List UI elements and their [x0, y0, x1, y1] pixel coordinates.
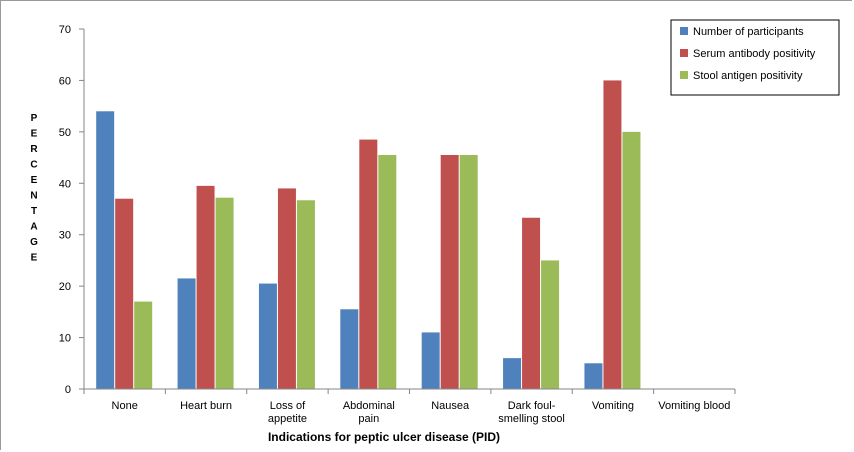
y-tick-label: 60 — [59, 75, 71, 87]
y-tick-label: 50 — [59, 127, 71, 139]
bar — [378, 155, 397, 389]
x-tick-label: Vomiting blood — [658, 400, 730, 412]
x-tick-label: Abdominal pain — [343, 400, 395, 425]
x-tick-label: Heart burn — [180, 400, 232, 412]
bars — [96, 80, 641, 390]
y-tick-label: 70 — [59, 24, 71, 36]
y-title-letter: N — [30, 191, 37, 202]
y-title-letter: G — [30, 237, 38, 248]
legend-swatch — [680, 27, 688, 35]
bar — [522, 217, 541, 389]
y-title-letter: C — [30, 160, 37, 171]
y-title-letter: T — [31, 206, 37, 217]
y-axis — [79, 28, 85, 390]
y-title-letter: E — [31, 253, 38, 264]
bar — [277, 188, 296, 389]
y-title-letter: E — [31, 175, 38, 186]
bar — [622, 131, 641, 389]
bar — [421, 332, 440, 389]
bar — [196, 185, 215, 389]
bar — [503, 358, 522, 389]
bar — [440, 155, 459, 389]
y-title-letter: P — [31, 113, 38, 124]
bar — [296, 200, 315, 389]
bar — [115, 198, 134, 389]
x-tick-label: None — [112, 400, 138, 412]
y-title-letter: A — [30, 222, 37, 233]
bar — [134, 301, 153, 389]
legend-swatch — [680, 49, 688, 57]
bar — [603, 80, 622, 389]
legend: Number of participants Serum antibody pos… — [670, 19, 840, 96]
bar — [177, 278, 196, 389]
bar — [215, 197, 234, 389]
y-tick-label: 40 — [59, 178, 71, 190]
y-tick-label: 10 — [59, 333, 71, 345]
bar — [459, 155, 478, 389]
bar — [359, 139, 378, 389]
x-tick-label: Loss of appetite — [268, 400, 307, 425]
x-axis — [83, 388, 736, 394]
legend-box — [670, 19, 840, 96]
y-tick-label: 0 — [65, 384, 71, 396]
x-axis-title: Indications for peptic ulcer disease (PI… — [268, 430, 500, 444]
x-tick-label: Nausea — [431, 400, 470, 412]
bar — [96, 111, 115, 390]
legend-label: Stool antigen positivity — [693, 70, 803, 82]
bar — [584, 363, 603, 389]
x-tick-label: Dark foul-smelling stool — [498, 400, 565, 425]
legend-label: Number of participants — [693, 26, 804, 38]
legend-swatch — [680, 71, 688, 79]
bar — [340, 309, 359, 389]
x-tick-labels: None Heart burn Loss of appetite Abdominal pa… — [112, 400, 731, 425]
y-tick-label: 30 — [59, 230, 71, 242]
y-tick-labels: 0 10 20 30 40 50 60 70 — [59, 24, 71, 396]
bar — [258, 283, 277, 389]
y-title-letter: R — [30, 144, 38, 155]
y-title-letter: E — [31, 129, 38, 140]
x-tick-label: Vomiting — [592, 400, 634, 412]
y-tick-label: 20 — [59, 281, 71, 293]
bar — [541, 260, 560, 389]
legend-label: Serum antibody positivity — [693, 48, 816, 60]
